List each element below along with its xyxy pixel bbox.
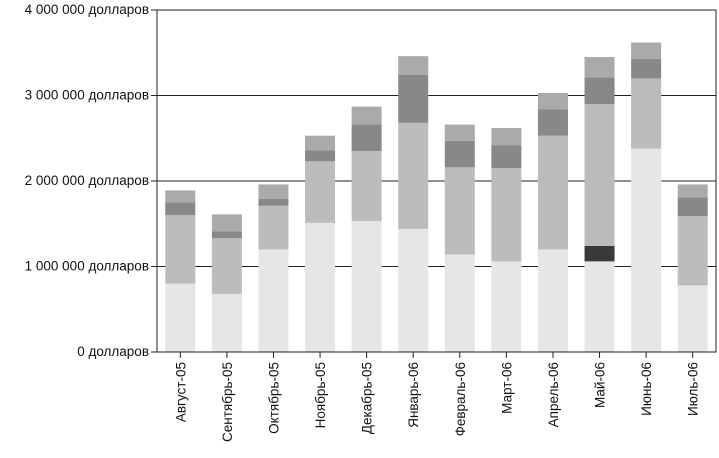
y-tick-label: 1 000 000 долларов — [25, 259, 149, 274]
plot-frame — [156, 9, 717, 353]
x-tick-label: Март-06 — [499, 362, 514, 414]
bar-segment — [351, 221, 382, 352]
bar-segment — [631, 78, 662, 149]
bar-segment — [165, 202, 196, 216]
bar-segment — [444, 140, 475, 168]
x-tick-label: Апрель-06 — [546, 362, 561, 427]
x-tick-label: Сентябрь-05 — [220, 362, 235, 442]
bar-segment — [165, 215, 196, 284]
bar-segment — [351, 106, 382, 125]
bar-segment — [677, 197, 708, 217]
y-tick-label: 3 000 000 долларов — [25, 88, 149, 103]
bar-segment — [398, 56, 429, 75]
bar-segment — [444, 124, 475, 141]
bar-segment — [631, 42, 662, 59]
x-tick-label: Июль-06 — [686, 362, 701, 416]
bar-segment — [211, 231, 242, 239]
bar-segment — [211, 238, 242, 294]
bar-segment — [537, 92, 568, 110]
bar-segment — [584, 57, 615, 78]
bar-segment — [537, 109, 568, 136]
bar-segment — [305, 135, 336, 151]
bar-segment — [631, 58, 662, 79]
x-tick-label: Февраль-06 — [453, 362, 468, 436]
x-tick-label: Январь-06 — [406, 362, 421, 428]
bar-stacks — [165, 42, 708, 352]
bar-segment — [537, 249, 568, 352]
bar-segment — [444, 167, 475, 255]
bar-segment — [165, 190, 196, 203]
x-tick-label: Ноябрь-05 — [313, 362, 328, 428]
bar-segment — [491, 168, 522, 262]
bar-segment — [631, 148, 662, 352]
bar-segment — [258, 205, 289, 250]
bar-segment — [491, 261, 522, 352]
bar-segment — [677, 285, 708, 352]
x-tick-label: Июнь-06 — [639, 362, 654, 416]
bar-segment — [584, 77, 615, 105]
bar-segment — [211, 214, 242, 232]
y-tick-label: 4 000 000 долларов — [25, 2, 149, 17]
x-tick-labels: Август-05 Сентябрь-05 Октябрь-05 Ноябрь-05 Д… — [173, 362, 700, 442]
bar-segment — [444, 254, 475, 352]
bar-segment — [398, 74, 429, 123]
x-tick-label: Май-06 — [593, 362, 608, 408]
bar-segment — [584, 245, 615, 262]
bar-segment — [537, 135, 568, 250]
bar-segment — [258, 184, 289, 199]
x-tick-label: Декабрь-05 — [360, 362, 375, 434]
x-tick-label: Октябрь-05 — [266, 362, 281, 434]
bar-segment — [677, 216, 708, 286]
bar-segment — [351, 124, 382, 152]
bar-segment — [677, 184, 708, 198]
bar-segment — [165, 283, 196, 352]
axes — [151, 9, 717, 358]
bar-segment — [491, 127, 522, 146]
y-tick-label: 0 долларов — [77, 344, 149, 359]
bar-segment — [398, 228, 429, 352]
x-tick-label: Август-05 — [173, 362, 188, 422]
bar-segment — [584, 261, 615, 352]
bar-segment — [258, 198, 289, 206]
bar-segment — [305, 222, 336, 352]
bar-segment — [351, 151, 382, 222]
bar-segment — [258, 249, 289, 352]
bar-segment — [491, 145, 522, 169]
y-tick-label: 2 000 000 долларов — [25, 173, 149, 188]
bar-segment — [305, 161, 336, 223]
bar-segment — [305, 150, 336, 162]
bar-segment — [211, 293, 242, 352]
bar-segment — [398, 122, 429, 229]
y-tick-labels: 0 долларов 1 000 000 долларов 2 000 000 до… — [25, 2, 149, 359]
bar-segment — [584, 104, 615, 246]
